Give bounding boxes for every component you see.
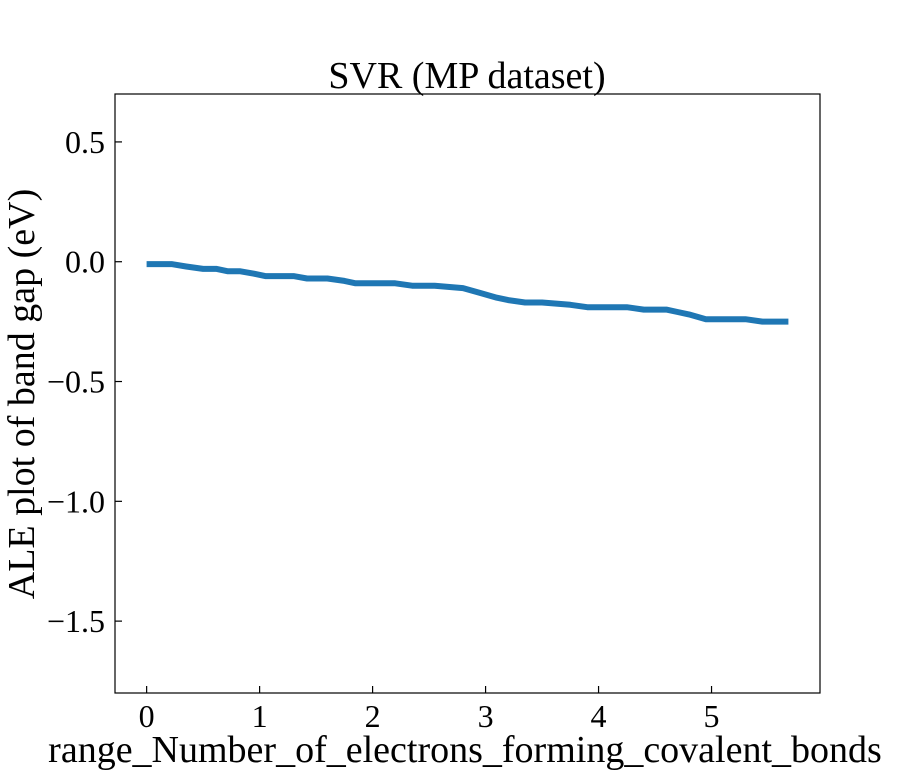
plot-frame (114, 93, 821, 694)
series-layer (146, 261, 789, 325)
x-tick-label: 0 (139, 698, 155, 734)
series-line (146, 261, 789, 325)
y-tick-label: −1.5 (47, 603, 105, 639)
x-tick-label: 2 (365, 698, 381, 734)
x-tick-label: 1 (252, 698, 268, 734)
y-tick-label: −0.5 (47, 364, 105, 400)
chart-title: SVR (MP dataset) (328, 55, 605, 97)
y-tick-label: 0.5 (65, 124, 105, 160)
y-axis-label: ALE plot of band gap (eV) (1, 189, 43, 600)
y-tick-label: −1.0 (47, 483, 105, 519)
y-tick-label: 0.0 (65, 244, 105, 280)
x-axis-label: range_Number_of_electrons_forming_covale… (48, 729, 882, 771)
ticks-layer: 0 1 2 3 4 5 0.5 0.0 −0.5 −1.0 −1.5 (47, 124, 720, 734)
x-tick-label: 5 (704, 698, 720, 734)
x-tick-label: 3 (478, 698, 494, 734)
x-tick-label: 4 (591, 698, 607, 734)
